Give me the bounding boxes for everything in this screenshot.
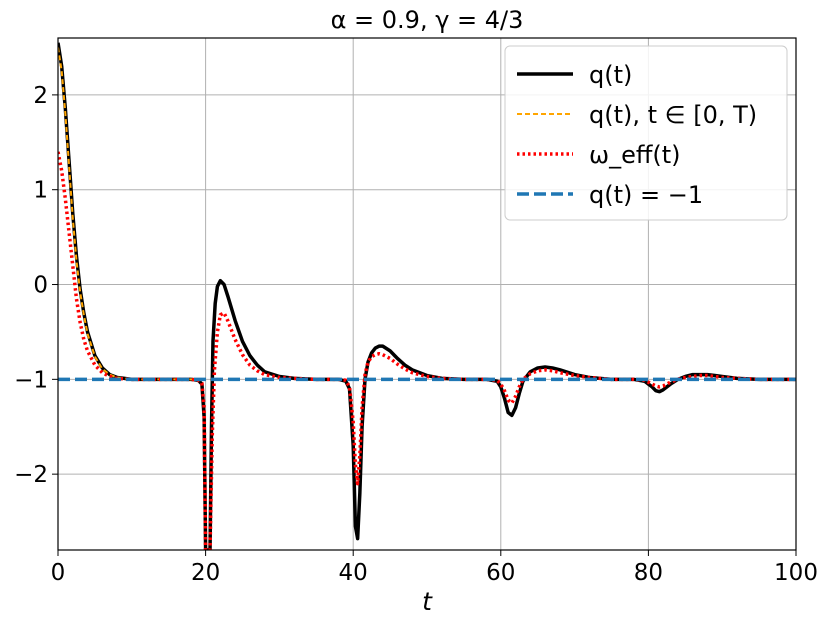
y-tick-label: −1: [14, 367, 48, 393]
plot-frame: [57, 37, 797, 551]
series-line-1: [58, 47, 199, 381]
y-tick-label: −2: [14, 462, 48, 488]
x-tick-label: 0: [51, 560, 66, 586]
legend-label-2: ω_eff(t): [589, 141, 681, 169]
x-tick-label: 100: [774, 560, 818, 586]
legend-label-1: q(t), t ∈ [0, T): [589, 101, 757, 129]
legend: q(t) q(t), t ∈ [0, T) ω_eff(t) q(t) = −1: [504, 45, 788, 221]
legend-label-3: q(t) = −1: [589, 181, 703, 209]
chart-title: α = 0.9, γ = 4/3: [331, 6, 524, 34]
series-line-2: [58, 151, 796, 550]
series-layer: [58, 42, 796, 550]
x-tick-label: 20: [191, 560, 220, 586]
x-tick-label: 40: [339, 560, 368, 586]
x-axis-label: t: [422, 587, 433, 616]
legend-box: [504, 45, 788, 221]
axis-ticks: 0 20 40 60 80 100 −2 −1 0 1 2: [14, 83, 818, 586]
y-tick-label: 2: [33, 83, 48, 109]
y-tick-label: 0: [33, 273, 48, 299]
y-tick-label: 1: [33, 178, 48, 204]
x-tick-label: 80: [634, 560, 663, 586]
x-tick-label: 60: [486, 560, 515, 586]
legend-label-0: q(t): [589, 61, 632, 89]
